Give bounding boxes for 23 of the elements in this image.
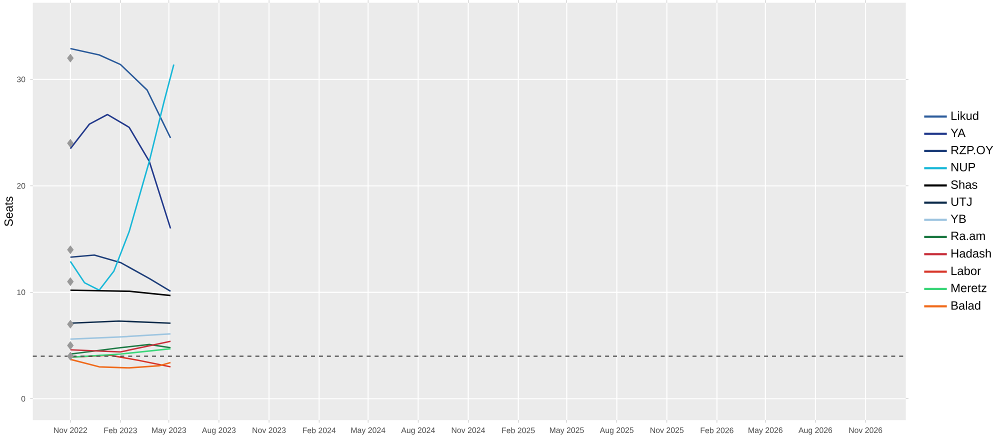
line-series <box>70 64 175 291</box>
legend-label: YB <box>950 214 966 223</box>
line-series <box>70 48 172 139</box>
legend-label: Meretz <box>952 284 986 292</box>
point <box>67 246 74 254</box>
legend-label: Likud <box>952 111 978 120</box>
legend-label: Labor <box>952 266 981 276</box>
legend-label: Shas <box>951 180 978 189</box>
legend-label: RZP.OY <box>952 146 994 154</box>
legend-label: NUP <box>952 163 976 172</box>
point <box>67 341 74 350</box>
point <box>67 277 74 286</box>
y-axis-title: Seats <box>4 196 13 226</box>
point <box>67 139 74 148</box>
point <box>67 54 74 62</box>
point <box>67 320 74 329</box>
legend-label: Ra.am <box>952 232 985 240</box>
line-series <box>70 254 172 292</box>
legend-label: Hadash <box>952 248 991 258</box>
legend-label: UTJ <box>951 198 972 206</box>
legend-label: Balad <box>952 301 980 310</box>
point <box>67 352 74 360</box>
legend-label: YA <box>950 128 966 138</box>
